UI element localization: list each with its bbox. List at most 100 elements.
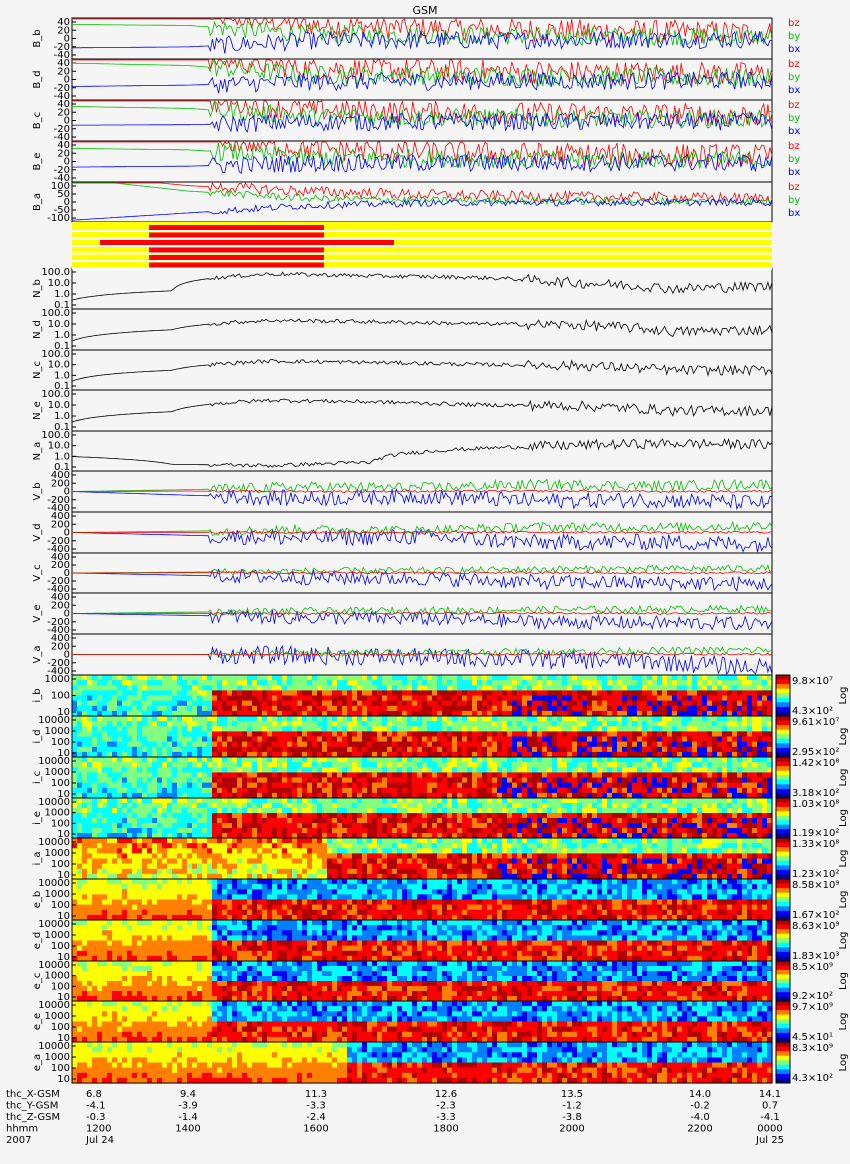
panel-i-e-cell [87,798,93,804]
panel-i-b-cell [502,690,508,697]
panel-i-c-cell [107,777,113,784]
panel-i-d-cell [682,721,688,727]
panel-i-e-cell [752,813,758,819]
panel-i-b-cell [447,695,453,702]
panel-i-b-cell [452,700,458,707]
panel-i-d-cell [317,731,323,738]
panel-i-d-cell [467,726,473,732]
panel-i-b-cell [427,710,433,717]
panel-i-e-cell [427,803,433,809]
panel-i-b-cell [727,675,733,681]
panel-v-e-ytick: 0 [64,609,70,620]
panel-i-c-cell [707,777,713,784]
panel-i-b-cell [362,680,368,686]
panel-i-b-cell [407,705,413,712]
panel-i-e-cell [477,798,483,804]
panel-i-e-cell [722,808,728,814]
panel-i-e-cell [197,798,203,804]
panel-i-e-cell [222,808,228,814]
panel-i-e-cell [262,798,268,804]
panel-i-e-cell [632,833,638,839]
panel-i-e-cell [757,813,763,819]
panel-i-e-cell [672,818,678,824]
panel-i-a-cell [162,858,168,865]
panel-i-d-cell [472,751,478,758]
panel-i-d-cell [82,746,88,753]
panel-i-b-cell [367,700,373,707]
panel-i-e-cell [382,803,388,809]
panel-i-b-cell [672,695,678,702]
panel-i-b-cell [77,710,83,717]
panel-i-d-cell [452,751,458,758]
panel-i-d-cell [492,746,498,753]
panel-i-b-cell [292,680,298,686]
panel-i-c-cell [97,757,103,763]
panel-i-c-cell [227,757,233,763]
panel-i-e-cell [492,833,498,839]
panel-i-d-cell [227,716,233,722]
panel-i-b-cell [122,710,128,717]
panel-i-e-cell [657,813,663,819]
panel-i-c-cell [632,762,638,768]
panel-i-b-cell [297,705,303,712]
panel-i-c-colorbar-cell [776,761,790,767]
panel-i-e-cell [152,803,158,809]
panel-i-e-cell [647,803,653,809]
panel-i-c-cell [462,782,468,789]
panel-i-c-cell [657,782,663,789]
panel-i-a-cell [187,853,193,860]
panel-i-e-cell [257,818,263,824]
panel-i-c-cell [517,787,523,794]
panel-i-b-cell [282,675,288,681]
panel-i-e-cell [282,808,288,814]
panel-i-d-cell [217,726,223,732]
panel-i-e-cell [277,828,283,834]
panel-i-b-cell [177,705,183,712]
panel-i-b-cell [187,695,193,702]
panel-i-e-cell [77,808,83,814]
panel-i-e-cell [87,818,93,824]
panel-i-b-cell [447,685,453,691]
panel-i-e-cell [402,833,408,839]
panel-i-e-cell [212,813,218,819]
panel-i-d-cell [292,741,298,748]
panel-i-d-cell [302,751,308,758]
panel-i-d-cell [172,731,178,738]
panel-i-c-cell [637,792,643,799]
panel-i-c-cell [417,777,423,784]
panel-i-e-cell [682,808,688,814]
panel-i-e-cell [127,823,133,829]
panel-i-b-cell [97,690,103,697]
panel-i-d-cell [647,731,653,738]
panel-i-b-cell [112,710,118,717]
panel-i-d-cell [757,736,763,743]
panel-i-e-cell [472,833,478,839]
panel-i-b-cell [567,685,573,691]
panel-i-b-cell [567,705,573,712]
panel-i-b-cell [532,685,538,691]
panel-i-b-cell [662,700,668,707]
panel-i-e-cell [102,833,108,839]
panel-i-d-cell [667,716,673,722]
panel-i-d-cell [472,741,478,748]
panel-i-b-cell [517,675,523,681]
panel-i-e-cell [117,813,123,819]
panel-i-a-cell [167,853,173,860]
panel-i-b-cell [607,695,613,702]
panel-i-b-cell [182,705,188,712]
panel-i-e-cell [187,808,193,814]
panel-i-a-cell [77,863,83,870]
panel-i-e-cell [77,823,83,829]
panel-i-d-cell [502,736,508,743]
panel-i-e-cell [257,803,263,809]
panel-i-c-cell [767,757,773,763]
panel-i-d-cell [182,726,188,732]
panel-i-e-cell [287,803,293,809]
panel-i-e-cell [162,828,168,834]
panel-i-d-cell [432,716,438,722]
panel-i-b-cell [492,700,498,707]
panel-i-d-cell [392,751,398,758]
panel-i-e-cell [407,823,413,829]
panel-i-c-cell [332,792,338,799]
panel-i-d-cell [202,746,208,753]
